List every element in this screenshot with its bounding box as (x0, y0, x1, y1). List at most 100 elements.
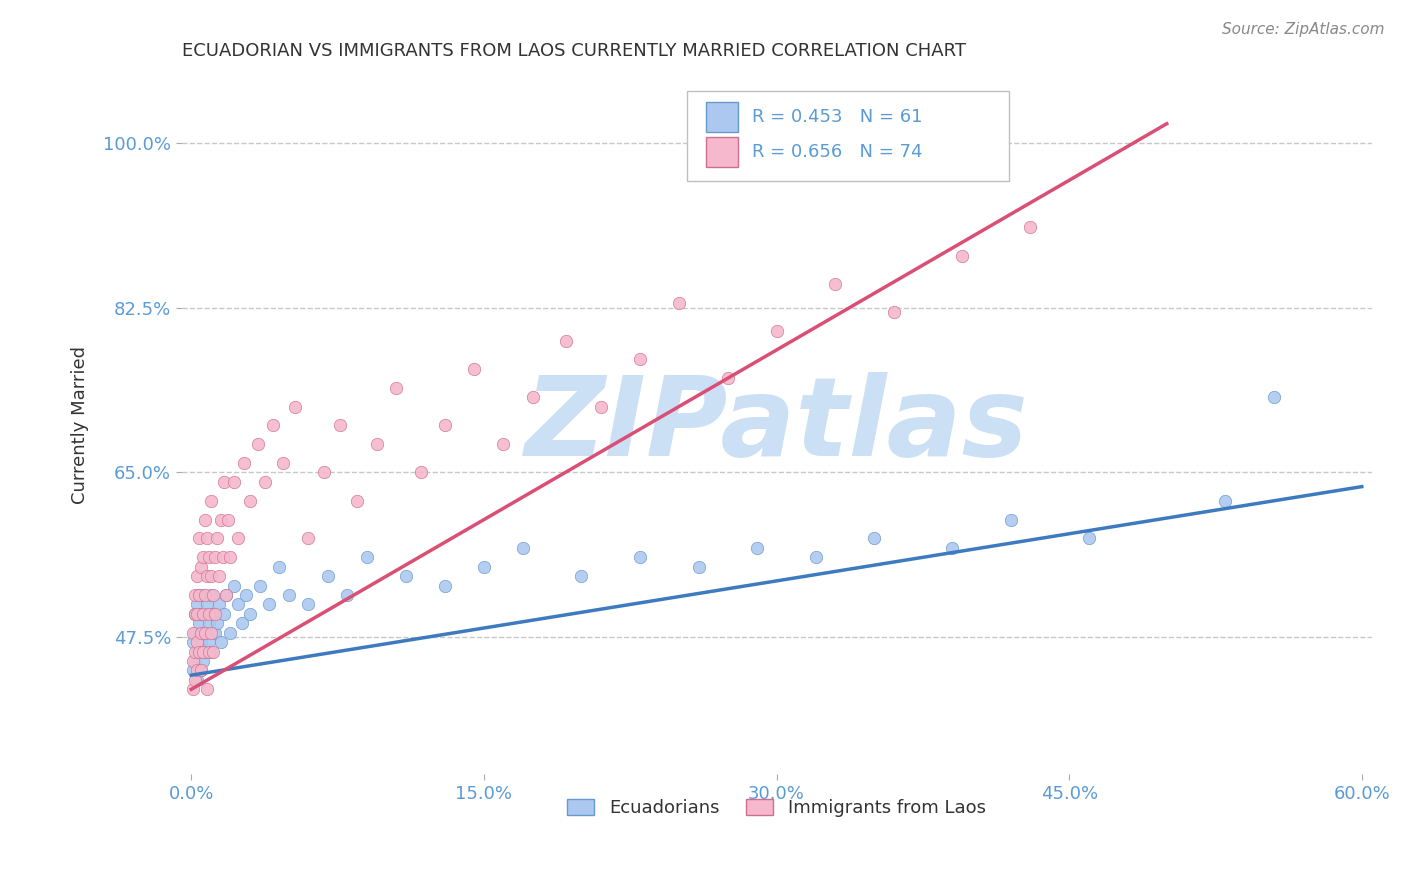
Point (191, 654, 214, 668)
Point (190, 607, 212, 621)
Y-axis label: Currently Married: Currently Married (72, 346, 89, 504)
Point (271, 456, 294, 470)
Point (195, 682, 218, 697)
Point (188, 588, 211, 602)
Point (204, 550, 226, 565)
Point (249, 579, 271, 593)
Point (589, 400, 612, 414)
Point (195, 598, 218, 612)
Point (188, 616, 211, 631)
Point (297, 598, 319, 612)
Point (668, 295, 690, 310)
Point (356, 550, 378, 565)
Point (201, 644, 224, 658)
Point (181, 654, 204, 668)
Point (214, 607, 236, 621)
Point (211, 550, 233, 565)
Point (824, 277, 846, 291)
Point (198, 550, 221, 565)
Point (254, 475, 277, 489)
Point (194, 625, 217, 640)
Point (191, 644, 214, 658)
Point (226, 598, 249, 612)
Point (190, 625, 212, 640)
Point (267, 559, 290, 574)
Point (522, 390, 544, 404)
Point (188, 532, 211, 546)
Point (194, 588, 217, 602)
Point (233, 456, 256, 470)
Point (190, 635, 212, 649)
Point (395, 569, 418, 583)
Point (201, 588, 224, 602)
Point (198, 635, 221, 649)
Point (226, 532, 249, 546)
Point (198, 644, 221, 658)
Text: ZIPatlas: ZIPatlas (524, 372, 1028, 479)
FancyBboxPatch shape (688, 91, 1008, 181)
Point (200, 625, 222, 640)
Point (190, 664, 212, 678)
Point (571, 569, 593, 583)
Point (184, 644, 207, 658)
Point (201, 607, 224, 621)
Point (190, 559, 212, 574)
Point (200, 588, 222, 602)
FancyBboxPatch shape (706, 102, 738, 132)
Point (186, 598, 208, 612)
Point (188, 644, 211, 658)
Point (198, 607, 221, 621)
Point (277, 588, 299, 602)
Point (184, 654, 207, 668)
Point (184, 673, 207, 687)
Text: Source: ZipAtlas.com: Source: ZipAtlas.com (1222, 22, 1385, 37)
Point (200, 569, 222, 583)
FancyBboxPatch shape (706, 136, 738, 168)
Point (492, 437, 515, 451)
Point (215, 588, 238, 602)
Point (209, 635, 232, 649)
Point (209, 513, 232, 527)
Point (194, 513, 217, 527)
Point (186, 644, 208, 658)
Point (188, 588, 211, 602)
Point (194, 644, 217, 658)
Point (200, 644, 222, 658)
Point (433, 579, 456, 593)
Point (215, 588, 238, 602)
Point (385, 381, 408, 395)
Point (205, 616, 228, 631)
Point (181, 682, 204, 697)
Point (346, 493, 368, 508)
Point (329, 418, 352, 433)
Point (195, 532, 218, 546)
Point (1263, 390, 1285, 404)
Point (312, 466, 335, 480)
Point (186, 569, 208, 583)
Point (204, 607, 226, 621)
Point (433, 418, 456, 433)
Point (181, 625, 204, 640)
Point (181, 664, 204, 678)
Point (224, 475, 246, 489)
Point (863, 532, 886, 546)
Point (688, 559, 710, 574)
Point (239, 493, 262, 508)
Point (186, 635, 208, 649)
Point (259, 598, 281, 612)
Point (512, 541, 534, 555)
Point (191, 588, 214, 602)
Text: R = 0.453   N = 61: R = 0.453 N = 61 (752, 108, 922, 126)
Point (231, 616, 253, 631)
Point (246, 437, 269, 451)
Point (190, 664, 212, 678)
Point (316, 569, 339, 583)
Point (191, 550, 214, 565)
Point (181, 635, 204, 649)
Point (1000, 513, 1022, 527)
Point (804, 550, 827, 565)
Point (1077, 532, 1099, 546)
Point (235, 588, 257, 602)
Point (205, 532, 228, 546)
Point (186, 664, 208, 678)
